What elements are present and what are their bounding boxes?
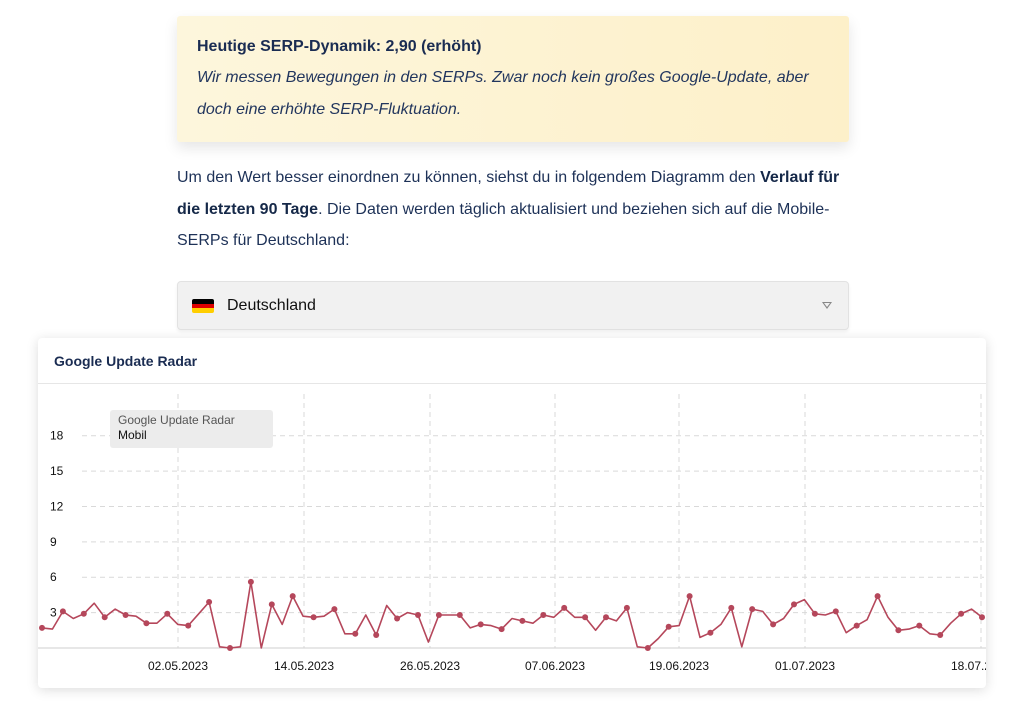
intro-paragraph: Um den Wert besser einordnen zu können, … xyxy=(177,162,849,257)
data-point xyxy=(728,604,735,611)
data-point xyxy=(979,614,985,621)
country-select-value: Deutschland xyxy=(227,297,316,314)
data-point xyxy=(477,621,484,628)
germany-flag-icon xyxy=(192,299,214,313)
y-tick-label: 12 xyxy=(50,499,64,513)
data-point xyxy=(352,630,359,637)
data-point xyxy=(101,614,108,621)
intro-text-2: . Die Daten werden täglich aktualisiert … xyxy=(177,200,830,250)
data-point xyxy=(853,622,860,629)
y-tick-label: 18 xyxy=(50,429,64,443)
data-point xyxy=(686,593,693,600)
data-point xyxy=(749,606,756,613)
data-point xyxy=(874,593,881,600)
data-point xyxy=(415,612,421,618)
intro-text-1: Um den Wert besser einordnen zu können, … xyxy=(177,169,761,186)
card-header: Google Update Radar xyxy=(38,338,986,384)
x-tick-label: 07.06.2023 xyxy=(525,659,585,673)
series-line-mobil xyxy=(41,581,983,649)
info-text: Wir messen Bewegungen in den SERPs. Zwar… xyxy=(197,69,809,118)
y-tick-label: 9 xyxy=(50,535,57,549)
data-point xyxy=(937,632,944,638)
data-point xyxy=(331,606,338,613)
y-tick-label: 6 xyxy=(50,570,57,584)
data-point xyxy=(143,620,150,627)
data-point xyxy=(39,624,45,631)
data-point xyxy=(122,612,129,618)
data-point xyxy=(582,614,589,621)
data-point xyxy=(185,622,192,629)
data-point xyxy=(832,608,839,615)
data-point xyxy=(59,608,66,615)
chart-tooltip: Google Update Radar Mobil xyxy=(110,410,273,448)
data-point xyxy=(540,612,547,618)
data-point xyxy=(268,601,275,608)
data-point xyxy=(206,599,213,605)
data-point xyxy=(80,610,87,617)
data-point xyxy=(811,610,818,617)
data-point xyxy=(916,622,923,629)
data-point xyxy=(895,627,902,634)
tooltip-title: Google Update Radar xyxy=(118,413,235,427)
chevron-down-icon xyxy=(822,302,832,309)
y-tick-label: 15 xyxy=(50,464,64,478)
card-title: Google Update Radar xyxy=(54,352,198,369)
data-point xyxy=(770,621,777,628)
data-point xyxy=(791,601,797,608)
data-point xyxy=(164,610,171,617)
country-select[interactable]: Deutschland xyxy=(177,281,849,330)
x-tick-label: 02.05.2023 xyxy=(148,659,208,673)
x-tick-label: 19.06.2023 xyxy=(649,659,709,673)
y-tick-label: 3 xyxy=(50,606,57,620)
data-point xyxy=(435,612,442,618)
x-tick-label: 18.07.2023 xyxy=(951,659,986,673)
serp-dynamics-info-box: Heutige SERP-Dynamik: 2,90 (erhöht) Wir … xyxy=(177,16,849,142)
data-point xyxy=(394,615,401,622)
data-point xyxy=(289,593,296,600)
data-point xyxy=(644,645,651,651)
update-radar-chart[interactable]: 02.05.2023 14.05.2023 26.05.2023 07.06.2023… xyxy=(38,384,986,688)
tooltip-series: Mobil xyxy=(118,428,147,442)
info-title: Heutige SERP-Dynamik: 2,90 (erhöht) xyxy=(197,38,482,55)
data-point xyxy=(561,604,568,611)
data-point xyxy=(958,610,965,617)
data-point xyxy=(603,614,609,621)
data-point xyxy=(456,612,463,618)
data-point xyxy=(623,604,630,611)
x-tick-label: 26.05.2023 xyxy=(400,659,460,673)
intro-bold: Verlauf für die letzten 90 Tage xyxy=(177,169,840,218)
update-radar-card: Google Update Radar 02.05.2023 14.05.2023… xyxy=(38,338,986,688)
data-point xyxy=(498,626,505,633)
data-point xyxy=(247,578,254,585)
data-point xyxy=(665,623,672,630)
x-tick-label: 14.05.2023 xyxy=(274,659,334,673)
data-point xyxy=(373,632,380,638)
data-point xyxy=(707,629,714,636)
data-point xyxy=(519,617,526,624)
x-tick-label: 01.07.2023 xyxy=(775,659,835,673)
data-point xyxy=(310,614,317,621)
data-point xyxy=(227,645,233,651)
